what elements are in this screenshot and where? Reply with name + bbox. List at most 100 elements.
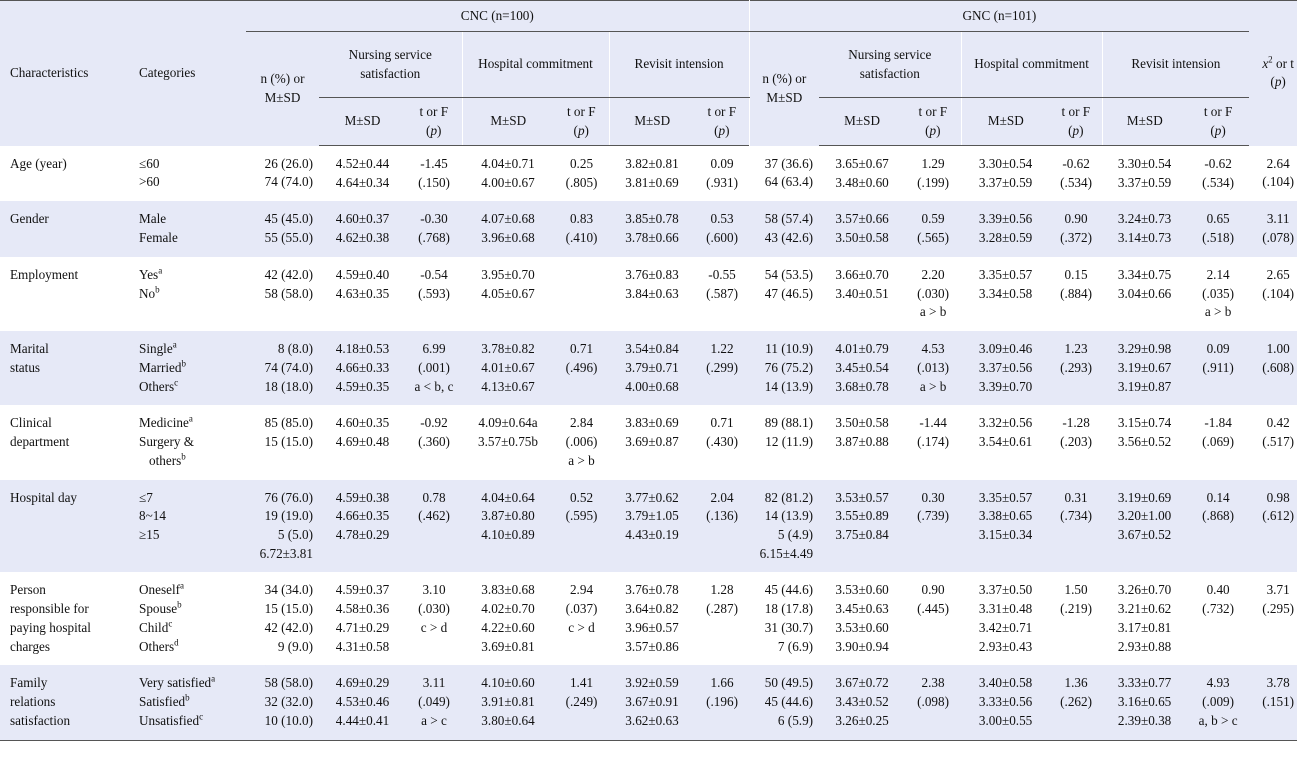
cell-value: (.593)	[418, 285, 450, 301]
cell-value: 3.87±0.80	[481, 508, 535, 524]
cell-value: 0.09	[710, 156, 734, 171]
cell-value: 0.09	[1206, 341, 1230, 357]
cell-value: 34 (34.0)	[264, 582, 313, 598]
cell-value: 3.15±0.34	[978, 527, 1033, 543]
cell-value: 37 (36.6)	[764, 155, 814, 171]
cell-value: 2.39±0.38	[1117, 712, 1172, 728]
gnc-hc-test-cell: 1.36 (.262)	[1050, 665, 1103, 741]
characteristic-cell: Family relations satisfaction	[0, 665, 129, 741]
col-msd: M±SD	[819, 97, 906, 146]
cell-value: (.534)	[1060, 174, 1093, 190]
cell-value: (.249)	[565, 694, 598, 710]
cell-value: 3.39±0.70	[978, 378, 1033, 394]
cnc-ri-msd-cell: 3.54±0.84 3.79±0.71 4.00±0.68	[609, 331, 695, 406]
cell-value: 3.66±0.70	[835, 266, 889, 282]
table-row: Age (year) ≤60 >60 26 (26.0) 74 (74.0) 4.52±0…	[0, 145, 1297, 202]
cell-value: 3.65±0.67	[835, 156, 889, 171]
cell-value: 4.53	[921, 341, 945, 357]
cell-value: (.104)	[1262, 285, 1295, 301]
cell-value: (.911)	[1202, 359, 1234, 375]
cell-value: (.734)	[1060, 508, 1093, 524]
cnc-ri-msd-cell: 3.76±0.78 3.64±0.82 3.96±0.57 3.57±0.86	[609, 572, 695, 666]
cell-value: 3.09±0.46	[978, 341, 1033, 357]
cell-value: 4.01±0.79	[835, 341, 889, 357]
group-cnc: CNC (n=100)	[246, 0, 750, 32]
group-superscript: b	[181, 451, 186, 462]
cell-value: -0.92	[420, 415, 448, 431]
cell-value: 3.78±0.82	[481, 341, 535, 357]
cell-value: 3.55±0.89	[835, 508, 889, 524]
gnc-hc-test-cell: 0.31 (.734)	[1050, 479, 1103, 573]
cnc-ri-test-cell: 1.28 (.287)	[695, 572, 750, 666]
category-label: Satisfiedb	[139, 692, 190, 710]
cell-value: 0.52	[569, 489, 594, 505]
cell-value: 0.59	[921, 211, 945, 227]
cell-value: 4.69±0.29	[335, 675, 390, 691]
cell-value: (.098)	[917, 694, 950, 710]
cnc-nss-test-cell: -0.54 (.593)	[406, 256, 462, 332]
category-label: Childc	[139, 618, 173, 635]
cell-value: (.565)	[917, 230, 950, 246]
cell-value: (.069)	[1202, 434, 1235, 450]
cnc-hc-test-cell	[554, 256, 609, 332]
cell-value: 58 (58.0)	[264, 675, 313, 691]
cell-value: -1.28	[1062, 415, 1090, 431]
cell-value: 2.93±0.43	[978, 638, 1033, 654]
gnc-ri-test-cell: -0.62 (.534)	[1187, 145, 1250, 202]
cell-value: 3.67±0.91	[625, 694, 679, 710]
cell-value: a > c	[421, 712, 447, 728]
x2-cell: 1.00 (.608)	[1249, 331, 1297, 406]
cell-value: (.203)	[1060, 434, 1093, 450]
cell-value: a > b	[919, 378, 947, 394]
cnc-ri-msd-cell: 3.92±0.59 3.67±0.91 3.62±0.63	[609, 665, 695, 741]
cnc-nss-msd-cell: 4.52±0.44 4.64±0.34	[319, 145, 406, 202]
cell-value: 3.80±0.64	[481, 712, 535, 728]
x2-cell: 0.42 (.517)	[1249, 405, 1297, 480]
col-cnc-hc: Hospital commitment	[461, 31, 609, 98]
gnc-ri-msd-cell: 3.19±0.69 3.20±1.00 3.67±0.52	[1102, 479, 1188, 573]
cell-value: 3.68±0.78	[835, 378, 889, 394]
cell-value: (.868)	[1202, 508, 1235, 524]
cnc-hc-test-cell: 0.25 (.805)	[554, 145, 609, 202]
cell-value: (.612)	[1262, 508, 1295, 524]
table-header: Characteristics Categories CNC (n=100) G…	[0, 0, 1297, 146]
cnc-hc-test-cell: 0.83 (.410)	[554, 201, 609, 257]
gnc-ri-test-cell: -1.84 (.069)	[1187, 405, 1250, 480]
gnc-nss-test-cell: 0.30 (.739)	[905, 479, 962, 573]
table-row: Marital status Singlea Marriedb Othersc 8 (8.…	[0, 331, 1297, 406]
cell-value: 42 (42.0)	[264, 619, 313, 635]
col-cnc-n: n (%) or M±SD	[246, 31, 319, 146]
cell-value: 3.71	[1266, 582, 1290, 598]
cell-value: 3.76±0.83	[625, 266, 679, 282]
group-superscript: b	[177, 599, 182, 610]
gnc-hc-test-cell: -1.28 (.203)	[1050, 405, 1103, 480]
cnc-n-cell: 45 (45.0) 55 (55.0)	[246, 201, 319, 257]
cell-value: 2.84	[569, 415, 594, 431]
cell-value: 26 (26.0)	[264, 155, 313, 171]
cell-value: 3.33±0.56	[978, 694, 1033, 710]
cell-value: 3.57±0.66	[835, 211, 889, 227]
cell-value: 7 (6.9)	[777, 638, 814, 654]
cell-value: 4.22±0.60	[481, 619, 535, 635]
cell-value: (.931)	[706, 174, 738, 190]
group-superscript: b	[185, 692, 190, 703]
group-superscript: c	[168, 618, 173, 629]
cell-value: 3.28±0.59	[978, 230, 1033, 246]
cell-value: a > b	[919, 304, 947, 320]
cell-value: 3.29±0.98	[1117, 341, 1172, 357]
cell-value: (.151)	[1262, 694, 1295, 710]
cell-value: 1.50	[1064, 582, 1088, 598]
cell-value: -0.54	[420, 266, 448, 282]
gnc-hc-msd-cell: 3.40±0.58 3.33±0.56 3.00±0.55	[961, 665, 1051, 741]
col-gnc-ri: Revisit intension	[1101, 31, 1250, 98]
cell-value: 74 (74.0)	[264, 174, 313, 190]
cell-value: 31 (30.7)	[764, 619, 814, 635]
col-tf: t or F (p)	[1187, 97, 1250, 146]
cell-value: (.430)	[706, 434, 738, 450]
cell-value: (.299)	[706, 359, 738, 375]
col-cnc-ri: Revisit intension	[608, 31, 750, 98]
cell-value: 5 (4.9)	[777, 527, 814, 543]
cell-value: 3.37±0.56	[978, 359, 1033, 375]
cell-value: 0.42	[1266, 415, 1290, 431]
cell-value: (.295)	[1262, 601, 1295, 617]
